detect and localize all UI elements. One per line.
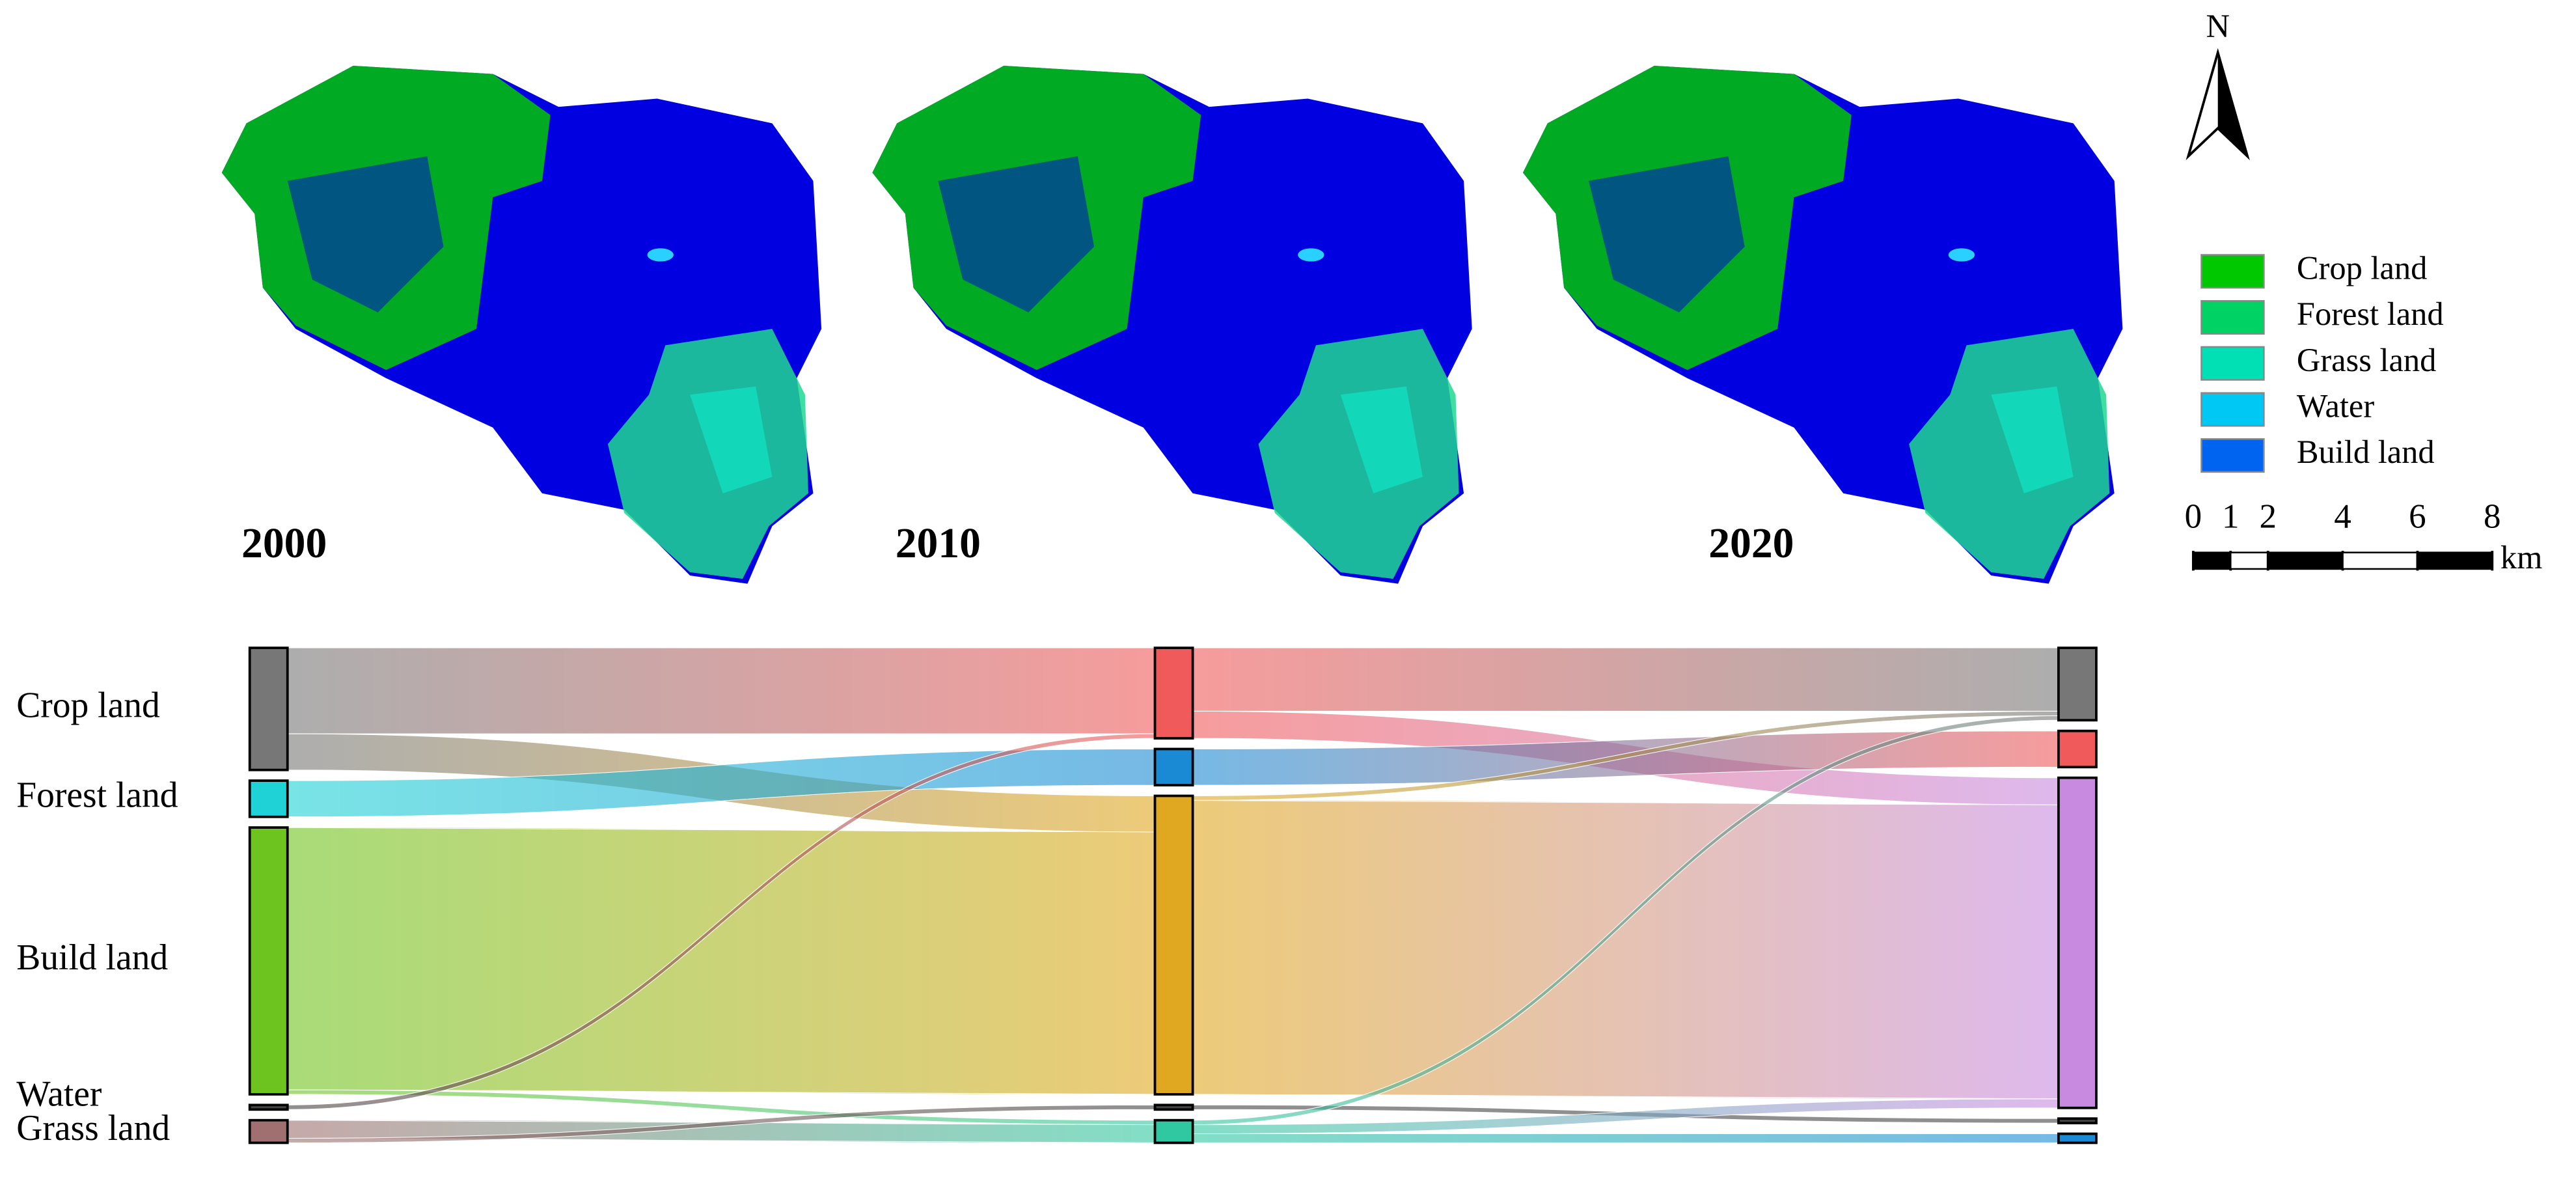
sankey-node (1153, 747, 1194, 786)
node-label: Grass land (16, 1108, 170, 1148)
scale-label: 2 (2259, 497, 2277, 535)
sankey-node (2057, 776, 2098, 1109)
sankey-link (287, 647, 1156, 734)
sankey-node (248, 1103, 289, 1111)
sankey-node (248, 779, 289, 818)
node-label: Crop land (16, 686, 160, 726)
legend-label: Grass land (2297, 342, 2437, 378)
north-label: N (2206, 8, 2229, 44)
sankey-node (1153, 1118, 1194, 1144)
map-2000 (221, 66, 822, 584)
north-arrow-half (2217, 52, 2248, 156)
sankey-node (2057, 1117, 2098, 1125)
sankey-node (1153, 794, 1194, 1096)
sankey-node (2057, 1132, 2098, 1144)
legend-label: Water (2297, 388, 2374, 424)
legend-swatch (2200, 254, 2265, 289)
sankey: Crop land Forest land Build land WaterGrass… (16, 646, 2098, 1148)
scale-label: 8 (2484, 497, 2501, 535)
sankey-node (1153, 646, 1194, 740)
sankey-link (1192, 1098, 2059, 1135)
sankey-link (287, 827, 1156, 1095)
scale-segment (2230, 551, 2269, 570)
sankey-node (248, 1118, 289, 1144)
scale-segment (2342, 551, 2418, 570)
legend-swatch (2200, 299, 2265, 335)
sankey-node (248, 826, 289, 1096)
scale-label: 1 (2222, 497, 2240, 535)
map-legend: Crop land Forest land Grass land Water Build… (2200, 249, 2444, 473)
node-label: Forest land (16, 775, 178, 816)
sankey-link (1192, 1133, 2059, 1143)
legend-label: Build land (2297, 434, 2435, 470)
scale-unit: km (2501, 539, 2543, 576)
scale-label: 0 (2185, 497, 2202, 535)
sankey-link (1192, 799, 2059, 1100)
sankey-node (248, 646, 289, 771)
scale-segment (2417, 551, 2493, 570)
scale-label: 6 (2409, 497, 2426, 535)
sankey-node (1153, 1103, 1194, 1111)
node-label: Water (16, 1074, 102, 1114)
sankey-link (1192, 647, 2059, 712)
sankey-node (2057, 729, 2098, 769)
map-2020 (1522, 66, 2123, 584)
scale-bar: 0 1 2 4 6 8km (2185, 497, 2543, 576)
node-label: Build land (16, 937, 168, 978)
map-year: 2000 (241, 520, 327, 567)
scale-segment (2267, 551, 2344, 570)
legend-swatch (2200, 346, 2265, 381)
scale-label: 4 (2334, 497, 2351, 535)
legend-label: Forest land (2297, 296, 2444, 332)
legend-label: Crop land (2297, 249, 2428, 286)
scale-segment (2192, 551, 2232, 570)
legend-swatch (2200, 392, 2265, 427)
map-year: 2020 (1708, 520, 1794, 567)
sankey-node (2057, 646, 2098, 722)
map-year: 2010 (896, 520, 981, 567)
map-2010 (872, 66, 1472, 584)
legend-swatch (2200, 438, 2265, 473)
sankey-links (287, 647, 2059, 1143)
